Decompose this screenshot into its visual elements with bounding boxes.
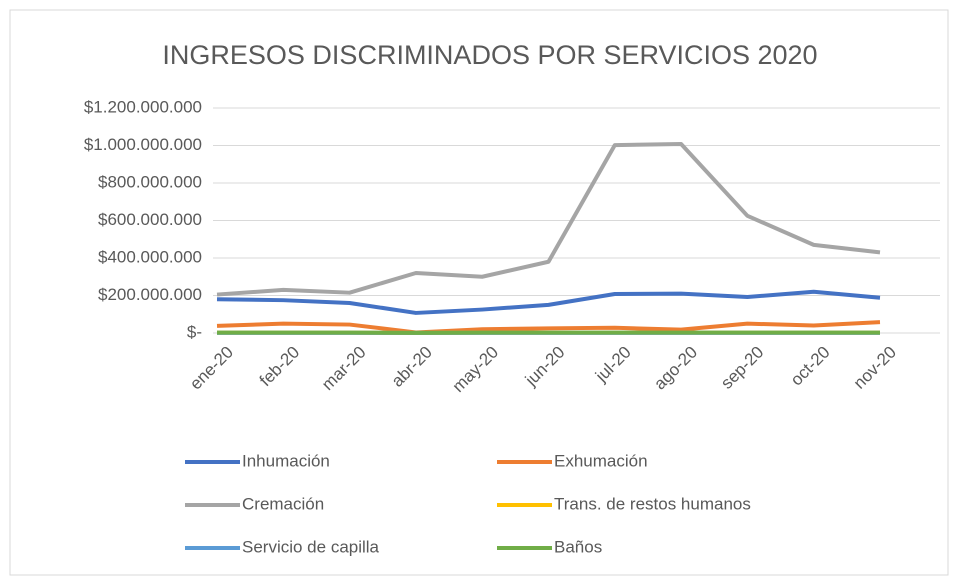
y-tick-label: $- [187,322,202,341]
legend-label: Exhumación [554,451,648,470]
y-tick-label: $800.000.000 [98,172,202,191]
y-tick-label: $1.000.000.000 [84,135,202,154]
y-tick-label: $1.200.000.000 [84,97,202,116]
legend-label: Baños [554,537,602,556]
chart-title: INGRESOS DISCRIMINADOS POR SERVICIOS 202… [162,40,817,70]
y-tick-label: $600.000.000 [98,210,202,229]
legend-label: Servicio de capilla [242,537,380,556]
y-tick-label: $200.000.000 [98,285,202,304]
legend-label: Trans. de restos humanos [554,494,751,513]
legend-label: Cremación [242,494,324,513]
legend-label: Inhumación [242,451,330,470]
y-tick-label: $400.000.000 [98,247,202,266]
